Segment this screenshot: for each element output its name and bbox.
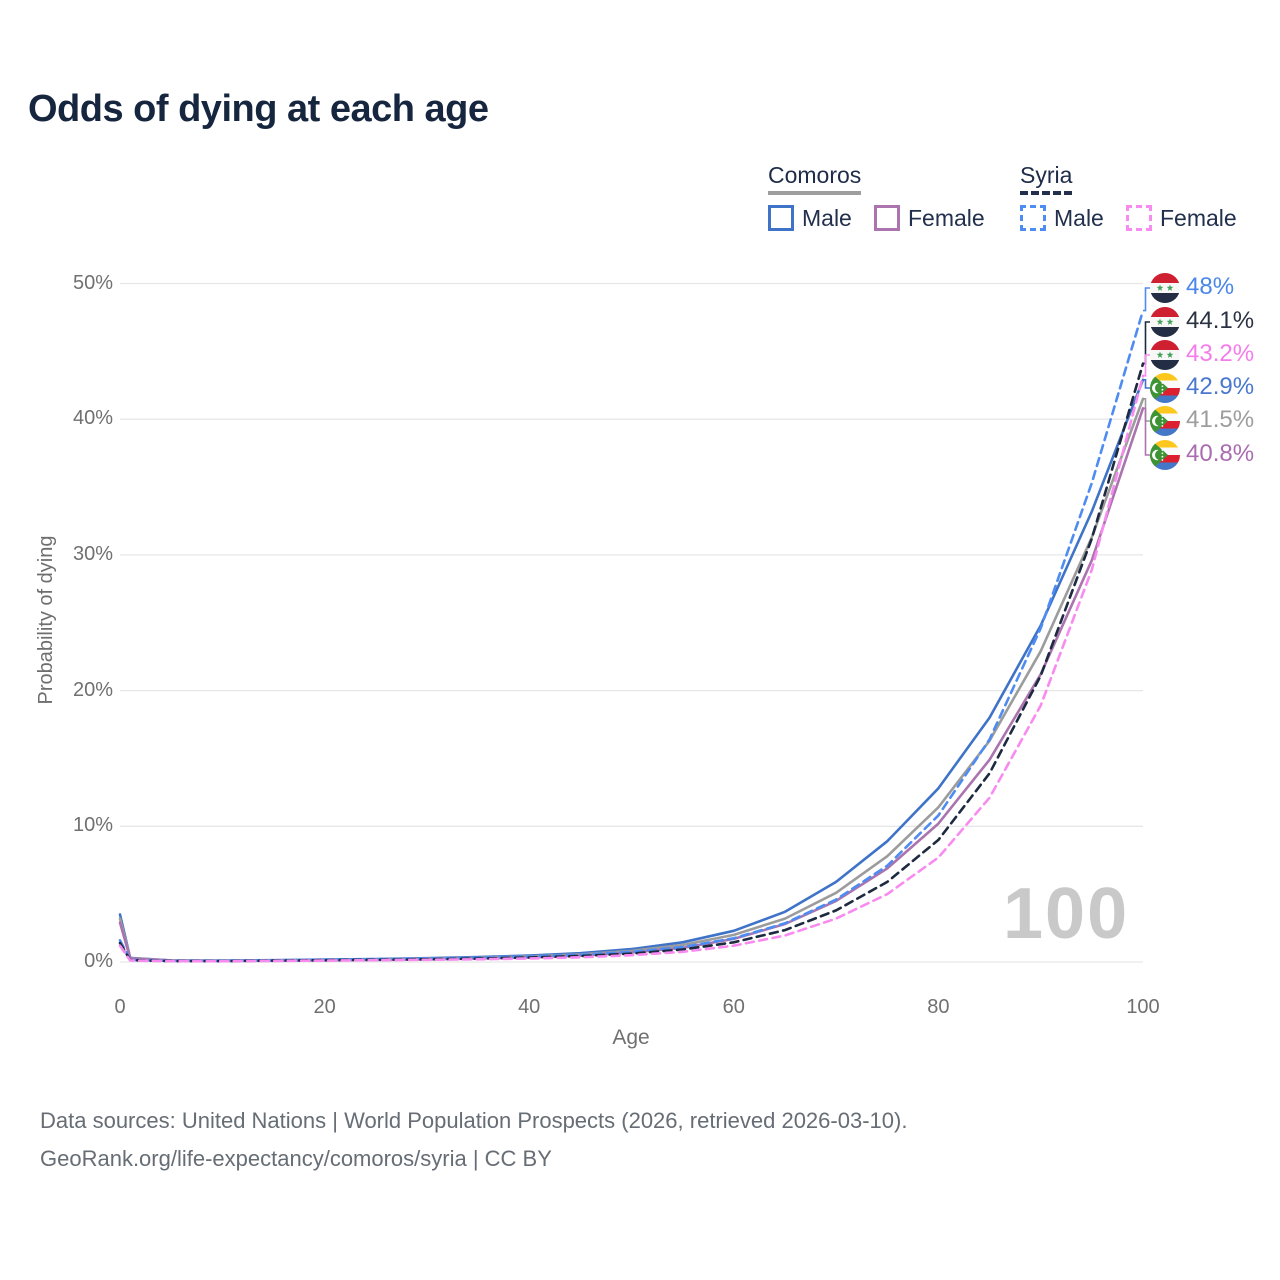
y-tick-label: 0% [84, 950, 113, 972]
plot-area[interactable] [120, 284, 1143, 963]
x-tick-label: 60 [722, 996, 745, 1018]
end-label-value: 40.8% [1186, 440, 1255, 467]
legend-label: Male [1054, 204, 1104, 231]
end-label-value: 44.1% [1186, 307, 1255, 334]
data-source-text: Data sources: United Nations | World Pop… [40, 1108, 908, 1133]
end-label-value: 41.5% [1186, 406, 1255, 433]
end-label-value: 42.9% [1186, 373, 1255, 400]
end-label-value: 43.2% [1186, 340, 1255, 367]
x-tick-label: 20 [313, 996, 336, 1018]
syria-female-swatch-icon [1126, 205, 1152, 231]
x-tick-label: 80 [927, 996, 950, 1018]
legend-label: Female [1160, 204, 1237, 231]
legend-item-syria-female[interactable]: Female [1126, 204, 1237, 232]
comoros-male-swatch-icon [768, 205, 794, 231]
end-label-flag [1150, 373, 1180, 403]
end-label-flag [1150, 340, 1180, 370]
page-title: Odds of dying at each age [28, 88, 489, 130]
comoros-flag-icon [1150, 440, 1180, 470]
comoros-flag-icon [1150, 406, 1180, 436]
x-axis-title: Age [612, 1026, 650, 1049]
end-label-flag [1150, 406, 1180, 436]
age-counter-watermark: 100 [1003, 878, 1129, 950]
syria-flag-icon [1150, 307, 1180, 337]
legend-item-syria-male[interactable]: Male [1020, 204, 1104, 232]
series-line-syria-female[interactable] [118, 374, 1145, 963]
legend-item-comoros-female[interactable]: Female [874, 204, 985, 232]
end-label-connector [1143, 379, 1150, 389]
syria-flag-icon [1150, 273, 1180, 303]
end-label-connector [1143, 287, 1150, 312]
x-tick-label: 40 [518, 996, 541, 1018]
legend-label: Female [908, 204, 985, 231]
comoros-flag-icon [1150, 373, 1180, 403]
end-label-connector [1143, 354, 1150, 377]
legend-label: Male [802, 204, 852, 231]
y-tick-label: 20% [72, 678, 113, 701]
y-tick-label: 40% [72, 407, 113, 430]
syria-male-swatch-icon [1020, 205, 1046, 231]
legend-item-comoros-male[interactable]: Male [768, 204, 852, 232]
end-label-connector [1143, 407, 1150, 456]
x-tick-label: 100 [1126, 996, 1160, 1018]
y-tick-label: 10% [72, 814, 113, 837]
comoros-female-swatch-icon [874, 205, 900, 231]
legend-syria-header: Syria [1020, 162, 1073, 195]
end-label-flag [1150, 307, 1180, 337]
legend-group-syria: Syria [1020, 162, 1073, 195]
y-tick-label: 50% [72, 271, 113, 294]
x-tick-label: 0 [114, 996, 126, 1018]
attribution-link-text[interactable]: GeoRank.org/life-expectancy/comoros/syri… [40, 1146, 552, 1171]
legend-comoros-header: Comoros [768, 162, 862, 195]
legend-group-comoros: Comoros [768, 162, 862, 195]
end-label-connector [1143, 398, 1150, 422]
syria-flag-icon [1150, 340, 1180, 370]
end-label-value: 48% [1186, 273, 1235, 300]
end-label-connector [1143, 321, 1150, 365]
y-tick-label: 30% [72, 542, 113, 565]
end-label-flag [1150, 273, 1180, 303]
end-label-flag [1150, 440, 1180, 470]
